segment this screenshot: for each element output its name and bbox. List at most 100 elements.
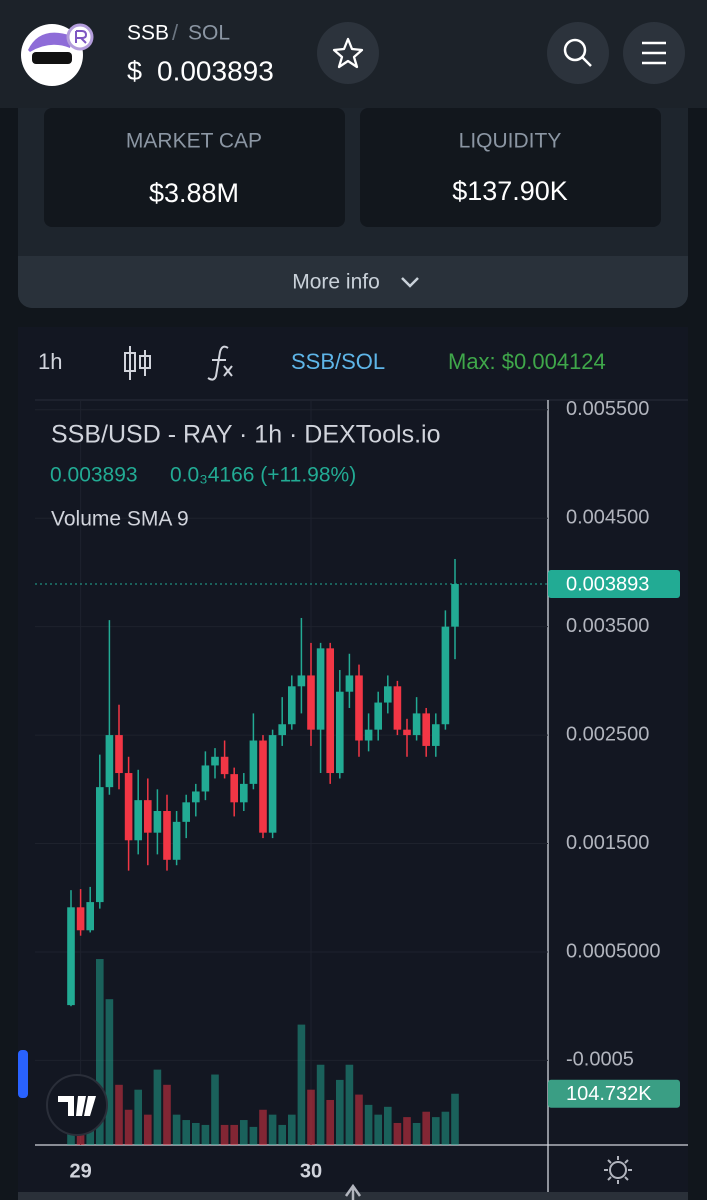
volume-bar xyxy=(105,999,114,1145)
volume-bar xyxy=(384,1106,392,1145)
volume-bar xyxy=(345,1064,354,1145)
menu-icon xyxy=(642,41,666,65)
candle-body xyxy=(144,800,152,833)
volume-bar xyxy=(316,1064,325,1145)
legend-indicator: Volume SMA 9 xyxy=(51,508,189,531)
y-tick-label: 0.0005000 xyxy=(566,940,661,962)
stat-value: $3.88M xyxy=(149,178,239,208)
volume-bar xyxy=(124,1109,133,1145)
indicators-icon[interactable] xyxy=(207,345,233,381)
volume-bar xyxy=(336,1079,344,1145)
candle-body xyxy=(124,773,133,841)
stat-value: $137.90K xyxy=(452,176,568,206)
candle-body xyxy=(211,756,219,766)
candle-body xyxy=(451,584,459,627)
volume-bar xyxy=(268,1114,277,1145)
candle-body xyxy=(336,691,344,774)
pair-selector[interactable]: SSB/SOL xyxy=(291,349,385,374)
volume-bar xyxy=(355,1094,363,1145)
candle-body xyxy=(403,729,411,736)
interval[interactable]: 1h xyxy=(38,349,62,374)
search-icon xyxy=(581,56,592,67)
x-tick-label: 30 xyxy=(300,1160,322,1182)
volume-bar xyxy=(144,1114,152,1145)
candle-body xyxy=(278,724,286,736)
avatar-hair xyxy=(28,32,72,52)
stat-label: LIQUIDITY xyxy=(459,130,562,153)
favorite-button[interactable] xyxy=(317,22,379,84)
candle-body xyxy=(268,735,277,833)
more-info[interactable]: More info xyxy=(292,271,380,294)
avatar-glasses xyxy=(32,52,72,64)
y-tick-label: 0.001500 xyxy=(566,832,649,854)
candle-body xyxy=(364,729,373,741)
volume-bar xyxy=(326,1099,334,1145)
volume-bar xyxy=(240,1120,248,1145)
y-tick-label: -0.0005 xyxy=(566,1049,634,1071)
candle-body xyxy=(393,686,402,730)
pair-quote: SOL xyxy=(188,22,230,45)
last-price-label: 0.003893 xyxy=(566,573,649,595)
legend-title: SSB/USD - RAY · 1h · DEXTools.io xyxy=(51,421,440,449)
volume-bar xyxy=(364,1104,373,1145)
icon-part xyxy=(207,345,229,381)
stat-card xyxy=(44,108,345,227)
candle-body xyxy=(326,648,334,774)
candle-body xyxy=(240,783,248,803)
candle-body xyxy=(201,765,210,792)
volume-bar xyxy=(403,1117,411,1145)
volume-bar xyxy=(211,1074,219,1145)
icon-part xyxy=(212,359,233,377)
volume-bar xyxy=(412,1122,421,1145)
candle-body xyxy=(288,686,296,725)
side-tab[interactable] xyxy=(18,1050,28,1098)
volume-bar xyxy=(432,1117,440,1145)
volume-bar xyxy=(259,1109,267,1145)
stat-label: MARKET CAP xyxy=(126,130,262,153)
volume-bar xyxy=(451,1093,459,1145)
candle-body xyxy=(86,902,94,931)
y-tick-label: 0.005500 xyxy=(566,398,649,420)
volume-bar xyxy=(297,1024,306,1145)
y-tick-label: 0.002500 xyxy=(566,723,649,745)
volume-bar xyxy=(182,1120,190,1145)
candle-body xyxy=(105,735,114,788)
more-info-bar[interactable] xyxy=(18,256,688,308)
volume-bar xyxy=(307,1089,315,1145)
max-price: Max: $0.004124 xyxy=(448,349,606,374)
candle-body xyxy=(134,800,142,841)
volume-bar xyxy=(172,1114,181,1145)
candle-body xyxy=(220,756,229,775)
candle-body xyxy=(374,702,382,730)
candle-type-icon[interactable] xyxy=(124,346,151,380)
candle-body xyxy=(230,774,238,803)
candle-body xyxy=(412,713,421,736)
volume-label-box xyxy=(548,1079,680,1108)
candle-body xyxy=(422,713,430,746)
candle-body xyxy=(441,626,450,725)
y-tick-label: 0.004500 xyxy=(566,506,649,528)
candle-body xyxy=(163,810,171,860)
tradingview-logo-mark xyxy=(58,1096,96,1116)
volume-bar xyxy=(249,1126,258,1145)
search-button[interactable] xyxy=(547,22,609,84)
settings-icon[interactable] xyxy=(609,1161,627,1179)
volume-bar xyxy=(115,1084,123,1145)
volume-bar xyxy=(153,1069,162,1145)
currency: $ xyxy=(127,56,142,86)
legend-change: 0.0₃4166 (+11.98%) xyxy=(170,464,356,487)
scroll-icon[interactable] xyxy=(344,1183,362,1200)
volume-bar xyxy=(134,1089,142,1145)
candle-body xyxy=(249,740,258,784)
candle-body xyxy=(96,787,104,903)
candle-body xyxy=(432,724,440,746)
volume-bar xyxy=(288,1114,296,1145)
candle-body xyxy=(355,675,363,741)
volume-bar xyxy=(230,1124,238,1145)
badge-icon xyxy=(75,30,88,44)
x-tick-label: 29 xyxy=(69,1160,91,1182)
tradingview-logo[interactable] xyxy=(46,1074,108,1136)
volume-bar xyxy=(96,959,104,1145)
